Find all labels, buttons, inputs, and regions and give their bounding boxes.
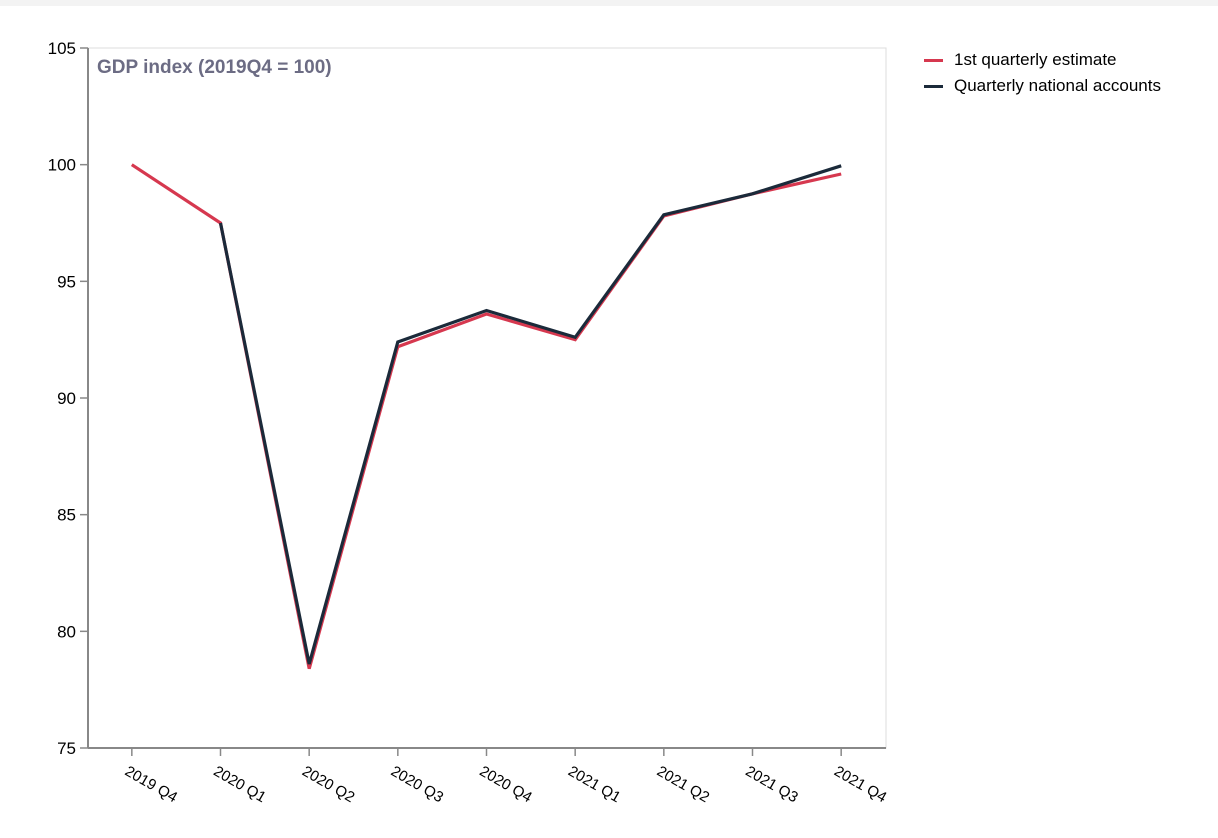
y-tick-label: 100 <box>48 156 76 175</box>
x-tick-label: 2021 Q2 <box>654 763 712 806</box>
plot-area <box>87 47 887 749</box>
chart-title: GDP index (2019Q4 = 100) <box>97 57 332 78</box>
x-tick-label: 2019 Q4 <box>122 763 180 806</box>
legend-item-national-accounts[interactable]: Quarterly national accounts <box>924 73 1161 99</box>
y-tick-label: 95 <box>57 272 76 291</box>
legend-swatch-first-estimate <box>924 58 943 62</box>
y-axis: 75 80 85 90 95 100 105 <box>48 39 89 758</box>
y-tick-label: 85 <box>57 506 76 525</box>
legend-item-first-estimate[interactable]: 1st quarterly estimate <box>924 47 1161 73</box>
x-tick-label: 2020 Q2 <box>299 763 357 806</box>
top-bar <box>0 0 1218 6</box>
y-tick-label: 80 <box>57 622 76 641</box>
x-tick-label: 2021 Q1 <box>565 763 623 806</box>
x-tick-label: 2020 Q1 <box>211 763 269 806</box>
series-line-national-accounts <box>218 164 842 665</box>
legend-label: Quarterly national accounts <box>954 76 1161 95</box>
x-tick-label: 2020 Q4 <box>477 763 535 806</box>
y-tick-label: 75 <box>57 739 76 758</box>
legend-swatch-national-accounts <box>924 84 943 88</box>
series-layer <box>130 163 842 670</box>
y-tick-label: 105 <box>48 39 76 58</box>
x-tick-label: 2021 Q4 <box>831 763 889 806</box>
x-tick-label: 2021 Q3 <box>743 763 801 806</box>
x-axis: 2019 Q4 2020 Q1 2020 Q2 2020 Q3 2020 Q4 2021 … <box>88 747 890 806</box>
legend-label: 1st quarterly estimate <box>954 50 1117 69</box>
legend: 1st quarterly estimate Quarterly nationa… <box>924 47 1161 99</box>
y-tick-label: 90 <box>57 389 76 408</box>
x-tick-label: 2020 Q3 <box>388 763 446 806</box>
